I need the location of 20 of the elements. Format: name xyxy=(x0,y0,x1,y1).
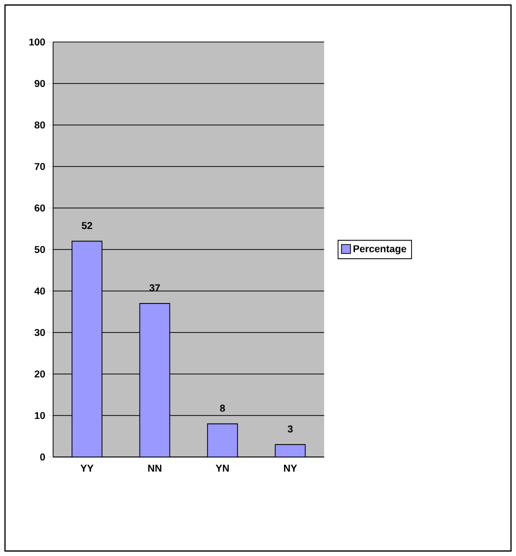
y-tick-label: 50 xyxy=(34,246,45,254)
y-tick-label: 30 xyxy=(34,328,45,336)
x-tick-label: YN xyxy=(216,464,229,472)
y-tick-label: 70 xyxy=(34,162,45,170)
data-label: 8 xyxy=(220,404,225,412)
legend-label: Percentage xyxy=(354,245,406,254)
data-label: 37 xyxy=(149,284,160,292)
x-tick-label: NN xyxy=(148,464,162,472)
y-tick-label: 60 xyxy=(34,204,45,212)
x-tick-label: NY xyxy=(284,464,298,472)
data-label: 3 xyxy=(288,425,293,432)
y-tick-label: 10 xyxy=(34,412,45,420)
y-tick-label: 40 xyxy=(34,287,45,295)
y-tick-label: 20 xyxy=(34,370,45,378)
data-label: 52 xyxy=(82,222,92,230)
y-tick-label: 100 xyxy=(29,38,45,46)
y-tick-label: 0 xyxy=(40,453,45,461)
x-tick-label: YY xyxy=(80,464,94,472)
y-tick-label: 90 xyxy=(34,80,45,88)
y-tick-label: 80 xyxy=(34,121,45,129)
